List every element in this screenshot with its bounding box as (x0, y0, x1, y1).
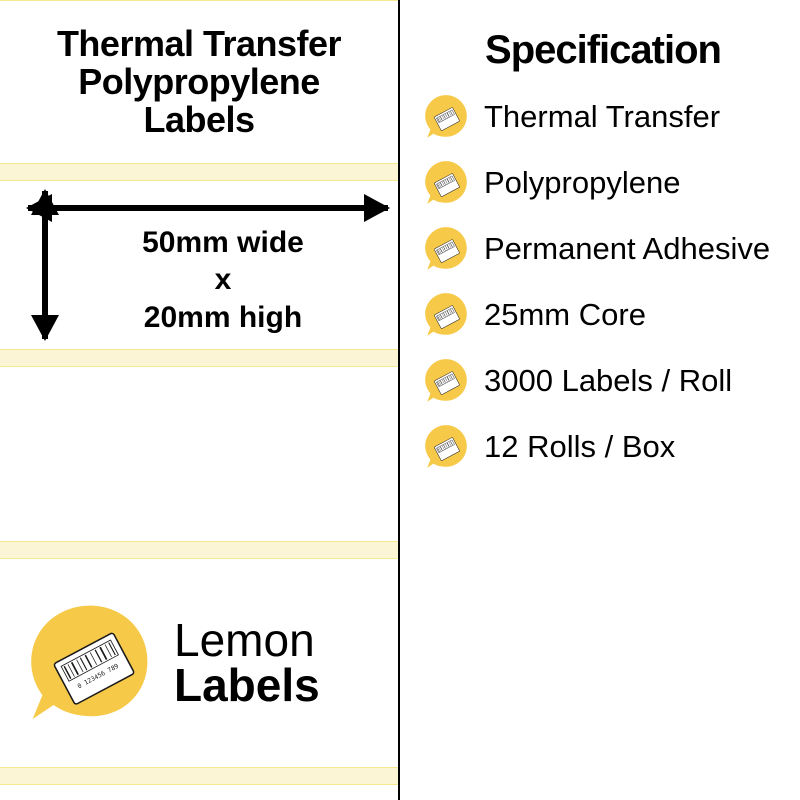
spec-item-text: Polypropylene (484, 166, 680, 201)
label-bullet-icon (420, 355, 472, 407)
label-bullet-icon (420, 157, 472, 209)
brand-label: 0 123456 789 Lemon Labels (0, 558, 398, 768)
spec-item: Polypropylene (420, 157, 786, 209)
spec-item-text: Thermal Transfer (484, 100, 720, 135)
spec-item-text: 12 Rolls / Box (484, 430, 675, 465)
product-title-line3: Labels (143, 101, 254, 139)
brand-line1: Lemon (174, 618, 320, 663)
blank-label (0, 366, 398, 542)
specification-heading: Specification (420, 28, 786, 73)
dimension-width: 50mm wide (142, 224, 304, 262)
lemon-labels-logo-icon: 0 123456 789 (20, 593, 160, 733)
product-visual-panel: Thermal Transfer Polypropylene Labels 50… (0, 0, 400, 800)
label-gap (0, 768, 398, 784)
label-bullet-icon (420, 91, 472, 143)
spec-item: 25mm Core (420, 289, 786, 341)
dimension-sep: x (142, 261, 304, 299)
label-gap (0, 542, 398, 558)
dimension-label: 50mm wide x 20mm high (0, 180, 398, 350)
spec-item: Permanent Adhesive (420, 223, 786, 275)
product-title-line2: Polypropylene (78, 63, 320, 101)
spec-item: Thermal Transfer (420, 91, 786, 143)
dimension-height: 20mm high (142, 299, 304, 337)
label-gap (0, 164, 398, 180)
label-bullet-icon (420, 223, 472, 275)
blank-label (0, 784, 398, 800)
label-bullet-icon (420, 421, 472, 473)
spec-item-text: 3000 Labels / Roll (484, 364, 732, 399)
spec-item: 12 Rolls / Box (420, 421, 786, 473)
specification-list: Thermal Transfer Polypropylene Permanent… (420, 91, 786, 473)
product-title-line1: Thermal Transfer (57, 25, 341, 63)
spec-item-text: 25mm Core (484, 298, 646, 333)
spec-item-text: Permanent Adhesive (484, 232, 770, 267)
spec-item: 3000 Labels / Roll (420, 355, 786, 407)
height-arrow-icon (42, 191, 48, 339)
specification-panel: Specification Thermal Transfer Polypropy… (400, 0, 800, 800)
brand-line2: Labels (174, 663, 320, 708)
label-bullet-icon (420, 289, 472, 341)
brand-name: Lemon Labels (174, 618, 320, 708)
width-arrow-icon (28, 205, 388, 211)
product-title-label: Thermal Transfer Polypropylene Labels (0, 0, 398, 164)
label-gap (0, 350, 398, 366)
